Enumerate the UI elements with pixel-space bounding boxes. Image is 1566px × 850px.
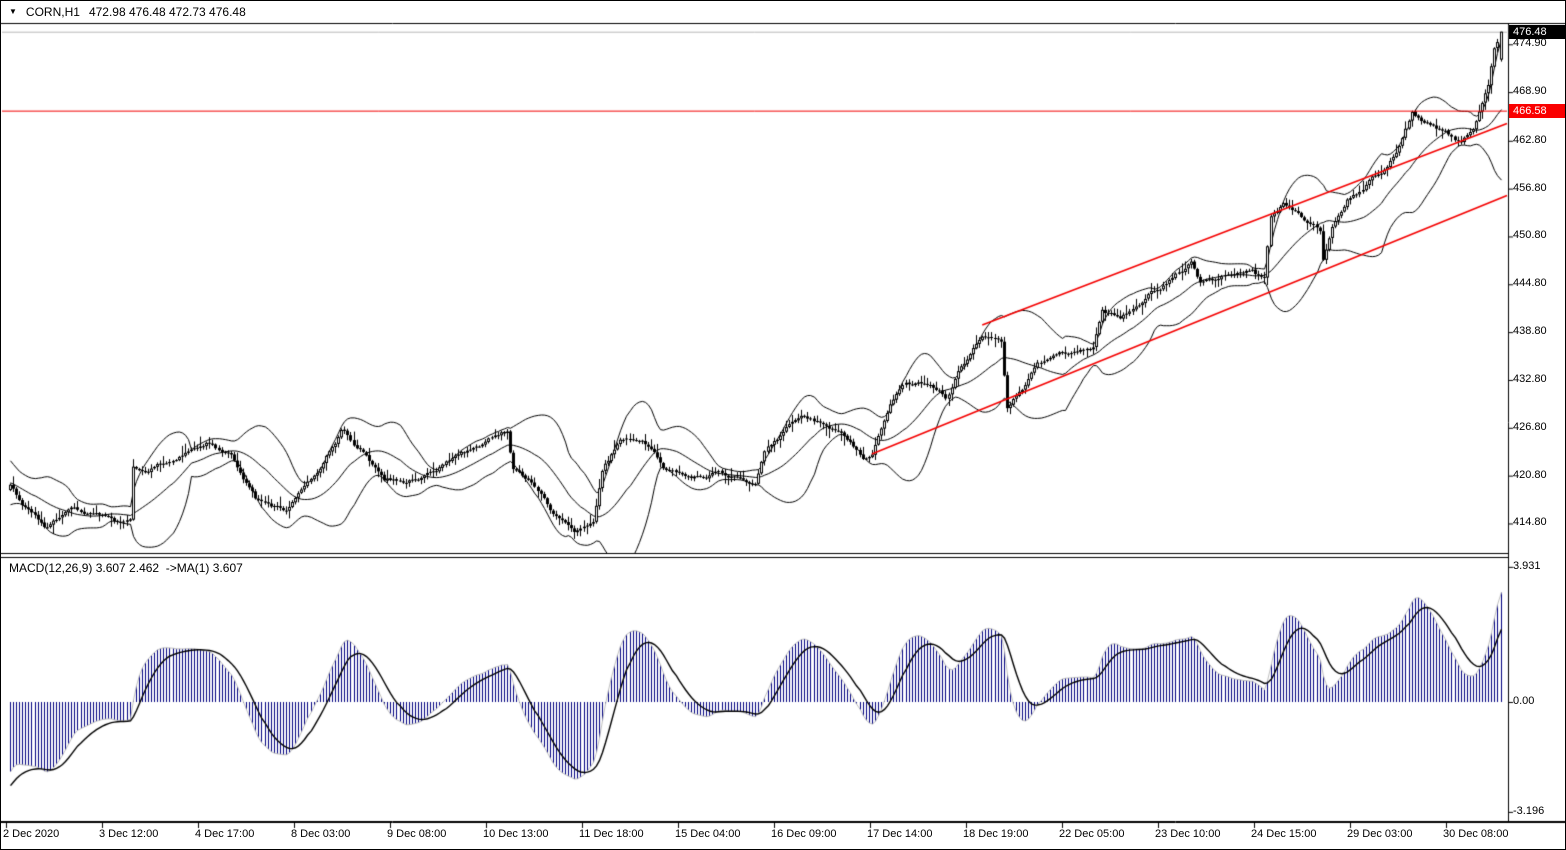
chart-header: ▼ CORN,H1 472.98 476.48 472.73 476.48	[1, 1, 1565, 23]
time-axis-label: 8 Dec 03:00	[291, 828, 351, 840]
time-axis-label: 16 Dec 09:00	[771, 828, 837, 840]
time-axis-label: 3 Dec 12:00	[99, 828, 159, 840]
price-axis-label: 438.80	[1513, 325, 1547, 338]
time-axis-label: 9 Dec 08:00	[387, 828, 447, 840]
time-axis-label: 11 Dec 18:00	[579, 828, 644, 840]
macd-axis[interactable]: 3.931 0.00 -3.196	[1509, 557, 1565, 821]
time-axis-label: 15 Dec 04:00	[675, 828, 741, 840]
time-axis-label: 30 Dec 08:00	[1443, 828, 1509, 840]
price-axis-label: 462.80	[1513, 133, 1547, 146]
symbol-timeframe-label: CORN,H1	[25, 5, 80, 19]
price-axis-label: 432.80	[1513, 372, 1547, 385]
price-axis-label: 414.80	[1513, 516, 1547, 529]
price-axis-label: 450.80	[1513, 229, 1547, 242]
time-axis-label: 23 Dec 10:00	[1155, 828, 1221, 840]
price-axis-label: 468.90	[1513, 85, 1547, 98]
price-axis-label: 456.80	[1513, 181, 1547, 194]
price-axis-label: 474.90	[1513, 37, 1547, 50]
price-axis[interactable]: 474.90 468.90 462.80 456.80 450.80 444.80 438.…	[1509, 23, 1565, 553]
time-axis-label: 18 Dec 19:00	[963, 828, 1029, 840]
price-axis-label: 426.80	[1513, 420, 1547, 433]
price-axis-label: 444.80	[1513, 277, 1547, 290]
window-menu-icon[interactable]: ▼	[9, 7, 17, 16]
time-axis[interactable]: 2 Dec 2020 3 Dec 12:00 4 Dec 17:00 8 Dec 03…	[1, 821, 1565, 849]
macd-axis-label: 3.931	[1513, 559, 1541, 572]
ohlc-readout: 472.98 476.48 472.73 476.48	[88, 5, 246, 19]
time-axis-label: 22 Dec 05:00	[1059, 828, 1125, 840]
time-axis-label: 29 Dec 03:00	[1347, 828, 1413, 840]
current-price-badge: 476.48	[1509, 25, 1565, 39]
macd-axis-label: -3.196	[1513, 804, 1545, 817]
macd-axis-label: 0.00	[1513, 695, 1535, 707]
price-axis-label: 420.80	[1513, 468, 1547, 481]
time-axis-label: 17 Dec 14:00	[867, 828, 933, 840]
macd-indicator-label: MACD(12,26,9) 3.607 2.462 ->MA(1) 3.607	[9, 561, 243, 575]
hline-price-badge: 466.58	[1509, 104, 1565, 118]
time-axis-label: 2 Dec 2020	[3, 828, 60, 840]
time-axis-label: 4 Dec 17:00	[195, 828, 255, 840]
time-axis-label: 10 Dec 13:00	[483, 828, 549, 840]
time-axis-label: 24 Dec 15:00	[1251, 828, 1317, 840]
